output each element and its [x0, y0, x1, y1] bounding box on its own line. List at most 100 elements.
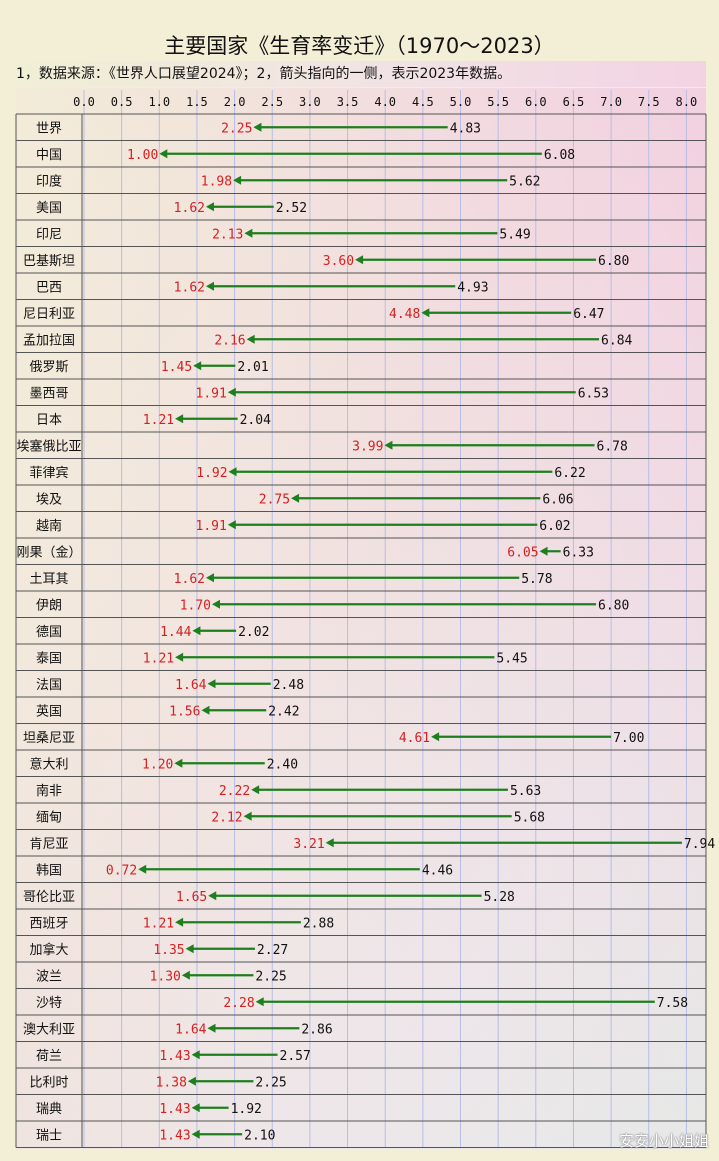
- value-label-2023: 1.70: [180, 598, 211, 613]
- x-tick-label: 1.5: [186, 95, 208, 109]
- category-label: 西班牙: [29, 916, 68, 931]
- category-label: 荷兰: [36, 1049, 62, 1064]
- category-label: 世界: [36, 121, 62, 136]
- x-tick-label: 8.0: [676, 95, 698, 109]
- value-label-2023: 6.05: [507, 545, 538, 560]
- value-label-2023: 1.62: [174, 201, 205, 216]
- value-label-2023: 1.65: [176, 890, 207, 905]
- x-tick-label: 3.0: [299, 95, 321, 109]
- arrow-head: [207, 1023, 216, 1033]
- value-label-1970: 6.80: [598, 598, 629, 613]
- category-label: 哥伦比亚: [23, 890, 75, 905]
- value-label-2023: 0.72: [106, 863, 137, 878]
- arrow-head: [246, 334, 255, 344]
- arrow-head: [191, 1103, 200, 1113]
- arrow-head: [175, 917, 184, 927]
- arrow-head: [191, 1129, 200, 1139]
- value-label-2023: 1.64: [175, 678, 206, 693]
- watermark: 安安小小姐姐: [618, 1132, 709, 1150]
- value-label-1970: 2.52: [276, 201, 307, 216]
- x-tick-label: 4.0: [374, 95, 396, 109]
- arrow-head: [208, 891, 217, 901]
- arrow-head: [205, 573, 214, 583]
- category-label: 瑞士: [36, 1128, 62, 1143]
- value-label-1970: 5.78: [521, 572, 552, 587]
- arrow-head: [207, 679, 216, 689]
- arrow-head: [185, 944, 194, 954]
- x-tick-label: 7.5: [638, 95, 660, 109]
- value-label-2023: 1.62: [174, 572, 205, 587]
- value-label-2023: 2.22: [219, 784, 250, 799]
- category-labels: 世界中国印度美国印尼巴基斯坦巴西尼日利亚孟加拉国俄罗斯墨西哥日本埃塞俄比亚菲律宾…: [16, 121, 81, 1143]
- value-label-2023: 1.91: [196, 519, 227, 534]
- value-label-2023: 1.45: [161, 360, 192, 375]
- category-label: 尼日利亚: [23, 307, 75, 322]
- arrow-head: [421, 308, 430, 318]
- value-label-1970: 6.08: [544, 148, 575, 163]
- value-label-1970: 2.88: [303, 916, 334, 931]
- arrow-head: [228, 467, 237, 477]
- category-label: 法国: [36, 678, 62, 693]
- value-label-2023: 1.38: [156, 1075, 187, 1090]
- category-label: 中国: [36, 148, 62, 163]
- category-label: 澳大利亚: [23, 1021, 75, 1037]
- value-label-2023: 1.21: [143, 651, 174, 666]
- value-label-2023: 4.48: [389, 307, 420, 322]
- value-label-2023: 1.21: [143, 413, 174, 428]
- arrow-head: [243, 811, 252, 821]
- category-label: 巴西: [36, 280, 62, 295]
- category-label: 沙特: [36, 996, 62, 1011]
- category-label: 缅甸: [36, 810, 62, 825]
- x-tick-label: 1.0: [148, 95, 170, 109]
- value-label-2023: 1.21: [143, 916, 174, 931]
- value-label-2023: 3.60: [323, 254, 354, 269]
- arrow-head: [191, 1050, 200, 1060]
- value-label-2023: 1.35: [153, 943, 184, 958]
- value-label-1970: 2.04: [240, 413, 271, 428]
- category-label: 埃及: [36, 492, 62, 507]
- x-tick-label: 2.5: [261, 95, 283, 109]
- x-tick-label: 5.5: [487, 95, 509, 109]
- category-label: 南非: [36, 783, 62, 799]
- arrow-head: [187, 1076, 196, 1086]
- plot-background-tint: [16, 88, 706, 1149]
- value-label-1970: 7.94: [684, 837, 715, 852]
- category-label: 瑞典: [36, 1102, 62, 1117]
- arrow-head: [175, 414, 184, 424]
- value-labels: 4.83 2.25 6.08 1.00 5.62 1.98 2.52 1.62 5.49 2.13…: [106, 121, 715, 1143]
- category-label: 肯尼亚: [29, 837, 68, 852]
- value-label-2023: 1.30: [150, 969, 181, 984]
- category-label: 加拿大: [29, 942, 68, 958]
- value-label-1970: 2.27: [257, 943, 288, 958]
- arrow-head: [227, 387, 236, 397]
- value-label-2023: 1.92: [196, 466, 227, 481]
- category-label: 比利时: [29, 1075, 68, 1090]
- arrow-head: [355, 255, 364, 265]
- value-label-1970: 6.02: [539, 519, 570, 534]
- x-tick-label: 5.0: [450, 95, 472, 109]
- category-label: 俄罗斯: [29, 360, 68, 375]
- arrow-head: [431, 732, 440, 742]
- arrow-head: [138, 864, 147, 874]
- arrows: [138, 122, 682, 1139]
- value-label-2023: 1.00: [127, 148, 158, 163]
- value-label-1970: 6.06: [542, 492, 573, 507]
- arrow-head: [227, 520, 236, 530]
- value-label-2023: 1.43: [159, 1128, 190, 1143]
- arrow-head: [251, 785, 260, 795]
- value-label-2023: 1.56: [169, 704, 200, 719]
- category-label: 土耳其: [29, 572, 68, 587]
- value-label-1970: 6.33: [563, 545, 594, 560]
- value-label-1970: 1.92: [231, 1102, 262, 1117]
- category-label: 埃塞俄比亚: [16, 438, 81, 454]
- value-label-2023: 1.91: [196, 386, 227, 401]
- arrow-head: [233, 175, 242, 185]
- category-label: 印度: [36, 173, 62, 189]
- category-label: 越南: [36, 518, 62, 534]
- arrow-head: [205, 202, 214, 212]
- value-label-1970: 6.80: [598, 254, 629, 269]
- value-label-2023: 2.28: [223, 996, 254, 1011]
- value-label-2023: 1.44: [160, 625, 191, 640]
- category-label: 墨西哥: [29, 386, 68, 401]
- chart-subtitle: 1，数据来源：《世界人口展望2024》；2，箭头指向的一侧，表示2023年数据。: [16, 61, 706, 87]
